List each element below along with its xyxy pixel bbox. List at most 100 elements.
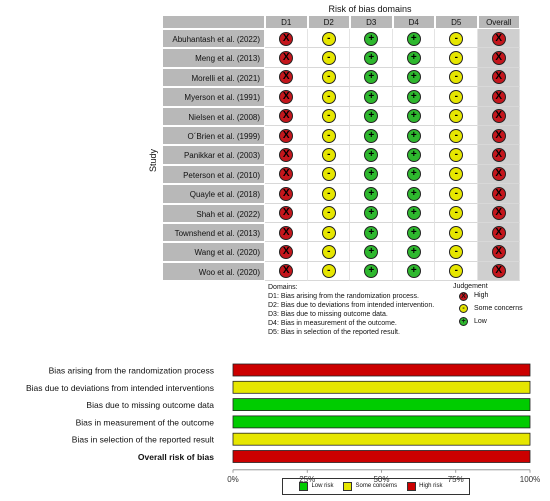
rating-cell: - <box>307 203 350 223</box>
rating-cell: - <box>307 126 350 146</box>
x-tick-label: 75% <box>448 475 464 484</box>
rating-low-marker: + <box>364 186 379 201</box>
judgement-low-marker: + <box>459 317 468 327</box>
rating-low-marker: + <box>406 264 421 279</box>
rating-some-marker: - <box>449 264 464 279</box>
rating-low-marker: + <box>364 89 379 104</box>
rating-some-marker: - <box>449 89 464 104</box>
study-label: Abuhantash et al. (2022) <box>162 29 265 49</box>
rating-cell: + <box>350 242 393 262</box>
rating-low-marker: + <box>406 109 421 124</box>
rating-low-marker: + <box>406 167 421 182</box>
rating-cell: + <box>392 184 435 204</box>
summary-legend: Low risk Some concerns High risk <box>282 478 470 495</box>
judgement-label: High <box>474 292 489 299</box>
rating-cell: + <box>392 261 435 282</box>
rating-some-marker: - <box>321 89 336 104</box>
rating-some-marker: - <box>449 167 464 182</box>
rating-low-marker: + <box>364 31 379 46</box>
rating-high-marker: X <box>491 225 506 240</box>
study-label: O´Brien et al. (1999) <box>162 126 265 146</box>
rating-cell: + <box>350 87 393 107</box>
legend-label: Some concerns <box>355 483 398 490</box>
rating-cell: X <box>477 184 520 204</box>
rating-some-marker: - <box>321 148 336 163</box>
y-axis-title: Study <box>148 148 158 172</box>
domain-header-d2: D2 <box>307 15 350 29</box>
rating-cell: - <box>307 261 350 282</box>
domains-note-line: D1: Bias arising from the randomization … <box>268 293 419 300</box>
rating-cell: - <box>435 261 478 282</box>
rating-cell: X <box>265 223 308 243</box>
rating-cell: - <box>435 48 478 68</box>
rating-cell: X <box>477 242 520 262</box>
rating-low-marker: + <box>364 167 379 182</box>
study-label: Quayle et al. (2018) <box>162 184 265 204</box>
rating-low-marker: + <box>406 128 421 143</box>
rating-high-marker: X <box>279 186 294 201</box>
rating-cell: + <box>392 223 435 243</box>
rating-cell: - <box>307 145 350 165</box>
legend-label: Low risk <box>311 483 334 490</box>
rating-cell: + <box>392 145 435 165</box>
bar-segment <box>232 415 531 429</box>
rating-high-marker: X <box>491 186 506 201</box>
rating-cell: X <box>477 145 520 165</box>
rating-cell: - <box>435 106 478 126</box>
study-column-header <box>162 15 265 29</box>
rating-cell: X <box>477 67 520 88</box>
domains-note-title: Domains: <box>268 284 298 291</box>
rating-cell: X <box>265 203 308 223</box>
rating-cell: X <box>477 87 520 107</box>
rating-some-marker: - <box>321 128 336 143</box>
rating-cell: + <box>392 29 435 49</box>
bar-segment <box>232 450 531 463</box>
domains-note: Domains: D1: Bias arising from the rando… <box>268 283 434 337</box>
rating-cell: X <box>477 48 520 68</box>
rating-low-marker: + <box>406 89 421 104</box>
x-tick-label: 25% <box>299 475 315 484</box>
rating-high-marker: X <box>491 51 506 66</box>
rating-cell: X <box>265 29 308 49</box>
rating-cell: - <box>435 184 478 204</box>
rating-some-marker: - <box>321 206 336 221</box>
rating-high-marker: X <box>279 109 294 124</box>
rating-low-marker: + <box>406 206 421 221</box>
judgement-legend-title: Judgement <box>453 283 488 290</box>
judgement-some-marker: - <box>459 304 468 314</box>
x-tick-label: 0% <box>227 475 239 484</box>
rating-cell: - <box>435 223 478 243</box>
rating-high-marker: X <box>491 245 506 260</box>
category-label: Bias due to deviations from intended int… <box>26 383 214 393</box>
rating-high-marker: X <box>279 264 294 279</box>
rating-high-marker: X <box>491 70 506 85</box>
study-label: Nielsen et al. (2008) <box>162 106 265 126</box>
study-label: Peterson et al. (2010) <box>162 164 265 185</box>
rating-high-marker: X <box>491 148 506 163</box>
rating-high-marker: X <box>491 264 506 279</box>
rating-some-marker: - <box>449 245 464 260</box>
rating-cell: - <box>307 67 350 88</box>
rating-cell: - <box>435 164 478 185</box>
judgement-high-marker: X <box>459 291 468 301</box>
rating-cell: - <box>435 203 478 223</box>
rating-high-marker: X <box>279 70 294 85</box>
rating-cell: - <box>435 145 478 165</box>
category-label: Bias in selection of the reported result <box>72 435 215 445</box>
rating-cell: X <box>265 145 308 165</box>
rating-cell: - <box>435 67 478 88</box>
rating-cell: X <box>477 106 520 126</box>
rating-low-marker: + <box>364 51 379 66</box>
rating-cell: + <box>392 242 435 262</box>
study-label: Townshend et al. (2013) <box>162 223 265 243</box>
rating-cell: - <box>435 87 478 107</box>
rating-high-marker: X <box>279 51 294 66</box>
plot-title: Risk of bias domains <box>328 4 412 14</box>
domains-note-line: D3: Bias due to missing outcome data. <box>268 311 388 318</box>
domains-note-line: D2: Bias due to deviations from intended… <box>268 302 435 309</box>
rating-low-marker: + <box>364 109 379 124</box>
rating-high-marker: X <box>279 128 294 143</box>
rating-low-marker: + <box>364 206 379 221</box>
legend-swatch <box>407 482 417 492</box>
study-label: Meng et al. (2013) <box>162 48 265 68</box>
